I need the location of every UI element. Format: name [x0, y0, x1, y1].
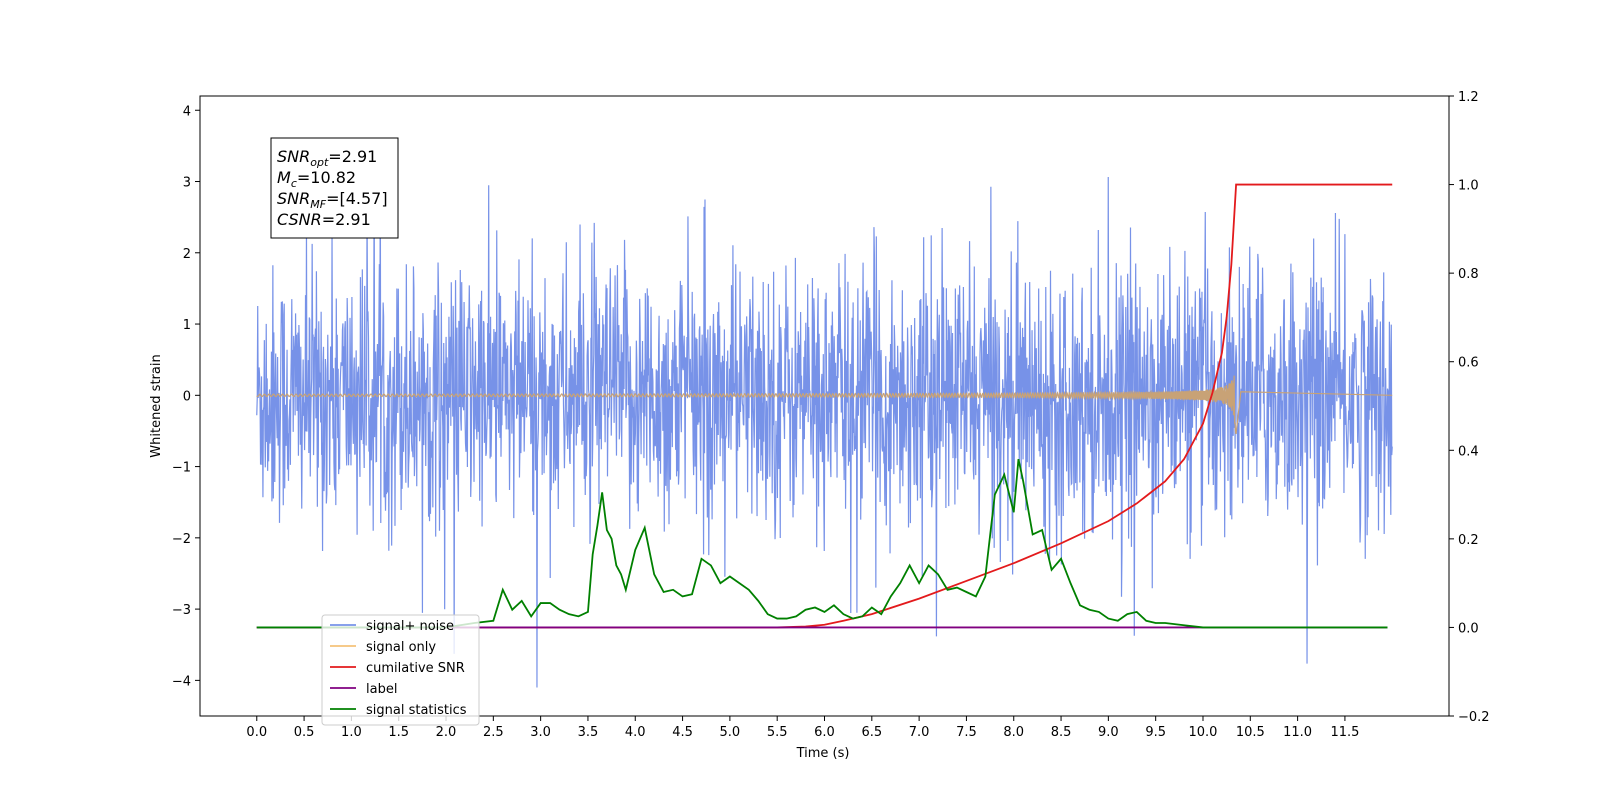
- x-tick-label: 2.5: [483, 725, 504, 740]
- series-signal-statistics-line: [256, 458, 1388, 629]
- y-tick-label: −3: [172, 603, 191, 618]
- y-tick-label: 4: [183, 104, 191, 119]
- y2-tick-label: 1.0: [1458, 179, 1479, 194]
- y-tick-label: 2: [183, 247, 191, 262]
- legend: signal+ noise signal only cumilative SNR la…: [321, 614, 480, 726]
- legend-label: signal only: [366, 640, 436, 655]
- y2-axis-ticks: 1.2 1.0 0.8 0.6 0.4 0.2 0.0 −0.2: [1449, 90, 1490, 725]
- series-signal-noise-line: [256, 151, 1393, 688]
- x-tick-label: 6.5: [861, 725, 882, 740]
- y-axis-label: Whitened strain: [149, 354, 164, 457]
- x-tick-label: 10.0: [1189, 725, 1218, 740]
- y2-tick-label: 1.2: [1458, 90, 1479, 105]
- stats-box-frame: [270, 137, 399, 239]
- y-tick-label: −1: [172, 461, 191, 476]
- y-tick-label: 1: [183, 318, 191, 333]
- legend-label: label: [366, 682, 397, 697]
- x-tick-label: 10.5: [1236, 725, 1265, 740]
- legend-label: cumilative SNR: [366, 661, 465, 676]
- y-axis-ticks: 4 3 2 1 0 −1 −2 −3 −4: [172, 104, 200, 689]
- x-tick-label: 7.0: [909, 725, 930, 740]
- x-tick-label: 0.5: [294, 725, 315, 740]
- x-tick-label: 3.0: [530, 725, 551, 740]
- x-tick-label: 11.5: [1330, 725, 1359, 740]
- y2-tick-label: −0.2: [1458, 710, 1490, 725]
- y-tick-label: −4: [172, 674, 191, 689]
- x-tick-label: 8.5: [1051, 725, 1072, 740]
- y-tick-label: 3: [183, 176, 191, 191]
- legend-label: signal statistics: [366, 703, 467, 718]
- x-tick-label: 2.0: [436, 725, 457, 740]
- y2-tick-label: 0.2: [1458, 533, 1479, 548]
- x-tick-label: 3.5: [578, 725, 599, 740]
- y2-tick-label: 0.8: [1458, 267, 1479, 282]
- y-tick-label: 0: [183, 389, 191, 404]
- x-tick-label: 4.5: [672, 725, 693, 740]
- x-axis-label: Time (s): [796, 746, 850, 761]
- stats-line: CSNR=2.91: [277, 210, 371, 229]
- series-signal-only-line: [256, 375, 1393, 435]
- stats-line: SNRMF=[4.57]: [277, 189, 388, 211]
- stats-line: SNRopt=2.91: [277, 147, 377, 169]
- x-tick-label: 1.0: [341, 725, 362, 740]
- stats-line: Mc=10.82: [277, 168, 356, 190]
- x-tick-label: 11.0: [1283, 725, 1312, 740]
- legend-label: signal+ noise: [366, 619, 454, 634]
- x-tick-label: 7.5: [956, 725, 977, 740]
- x-tick-label: 9.0: [1098, 725, 1119, 740]
- legend-frame: [321, 614, 480, 726]
- x-axis-ticks: 0.0 0.5 1.0 1.5 2.0 2.5 3.0 3.5 4.0 4.5 5.0 5.5 6.0 6…: [246, 716, 1359, 740]
- x-tick-label: 6.0: [814, 725, 835, 740]
- y2-tick-label: 0.6: [1458, 356, 1479, 371]
- y-tick-label: −2: [172, 532, 191, 547]
- y2-tick-label: 0.4: [1458, 444, 1479, 459]
- x-tick-label: 5.0: [720, 725, 741, 740]
- x-tick-label: 0.0: [246, 725, 267, 740]
- y2-tick-label: 0.0: [1458, 621, 1479, 636]
- x-tick-label: 4.0: [625, 725, 646, 740]
- series-cumilative-snr-line: [256, 183, 1393, 629]
- x-tick-label: 8.0: [1003, 725, 1024, 740]
- x-tick-label: 9.5: [1145, 725, 1166, 740]
- x-tick-label: 5.5: [767, 725, 788, 740]
- x-tick-label: 1.5: [388, 725, 409, 740]
